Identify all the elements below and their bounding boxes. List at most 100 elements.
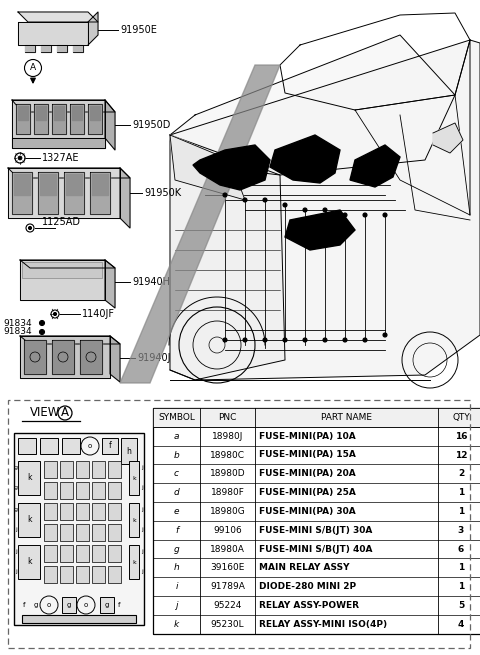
Polygon shape xyxy=(18,12,98,22)
Text: 1327AE: 1327AE xyxy=(42,153,80,163)
Text: FUSE-MINI(PA) 15A: FUSE-MINI(PA) 15A xyxy=(259,451,356,460)
Circle shape xyxy=(263,198,267,202)
Text: VIEW: VIEW xyxy=(30,407,60,419)
Text: 91950D: 91950D xyxy=(132,120,170,130)
Text: g: g xyxy=(14,506,18,512)
Bar xyxy=(76,545,89,562)
Circle shape xyxy=(223,338,227,342)
Bar xyxy=(76,482,89,499)
Circle shape xyxy=(283,338,287,342)
Bar xyxy=(108,482,121,499)
Bar xyxy=(44,545,57,562)
Bar xyxy=(44,524,57,541)
Bar xyxy=(108,503,121,520)
Polygon shape xyxy=(193,145,270,190)
Polygon shape xyxy=(34,104,48,134)
Bar xyxy=(60,461,73,478)
Bar xyxy=(108,566,121,583)
Text: 3: 3 xyxy=(458,526,464,534)
Bar xyxy=(76,524,89,541)
Text: j: j xyxy=(141,569,143,574)
Bar xyxy=(44,482,57,499)
Text: g: g xyxy=(14,464,18,470)
Polygon shape xyxy=(105,100,115,150)
Text: 95224: 95224 xyxy=(213,601,242,610)
Polygon shape xyxy=(433,123,463,153)
Text: j: j xyxy=(141,506,143,512)
Bar xyxy=(40,438,58,454)
Polygon shape xyxy=(350,145,400,187)
Polygon shape xyxy=(88,12,98,45)
Text: o: o xyxy=(88,443,92,449)
Bar xyxy=(76,566,89,583)
Polygon shape xyxy=(70,104,84,134)
Text: FUSE-MINI(PA) 10A: FUSE-MINI(PA) 10A xyxy=(259,432,356,441)
Polygon shape xyxy=(20,260,105,300)
Text: FUSE-MINI(PA) 25A: FUSE-MINI(PA) 25A xyxy=(259,488,356,497)
Text: MAIN RELAY ASSY: MAIN RELAY ASSY xyxy=(259,563,349,572)
Text: 18980A: 18980A xyxy=(210,544,245,553)
Polygon shape xyxy=(285,210,355,250)
Circle shape xyxy=(343,338,347,342)
Text: j: j xyxy=(15,569,17,574)
Text: 1: 1 xyxy=(458,563,464,572)
Text: 5: 5 xyxy=(458,601,464,610)
Polygon shape xyxy=(52,340,74,374)
Text: A: A xyxy=(30,64,36,73)
Text: 18980J: 18980J xyxy=(212,432,243,441)
Polygon shape xyxy=(52,104,66,134)
Polygon shape xyxy=(105,260,115,308)
Bar xyxy=(22,615,136,623)
Polygon shape xyxy=(270,135,340,183)
Text: FUSE-MINI S/B(JT) 30A: FUSE-MINI S/B(JT) 30A xyxy=(259,526,372,534)
Polygon shape xyxy=(80,340,102,374)
Bar xyxy=(92,503,105,520)
Bar xyxy=(8,400,470,648)
Polygon shape xyxy=(170,135,285,380)
Text: 18980C: 18980C xyxy=(210,451,245,460)
Text: k: k xyxy=(27,515,31,525)
Text: k: k xyxy=(27,557,31,567)
Circle shape xyxy=(243,338,247,342)
Polygon shape xyxy=(20,336,120,344)
Text: 39160E: 39160E xyxy=(210,563,245,572)
Text: QTY: QTY xyxy=(452,413,470,422)
Polygon shape xyxy=(110,336,120,382)
Bar xyxy=(60,482,73,499)
Text: RELAY ASSY-MINI ISO(4P): RELAY ASSY-MINI ISO(4P) xyxy=(259,620,387,629)
Circle shape xyxy=(53,312,57,316)
Bar xyxy=(108,461,121,478)
Bar xyxy=(60,524,73,541)
Text: f: f xyxy=(23,602,25,608)
Polygon shape xyxy=(66,174,82,195)
Circle shape xyxy=(39,320,45,326)
Bar xyxy=(76,461,89,478)
Circle shape xyxy=(303,208,307,212)
Polygon shape xyxy=(25,45,35,52)
Text: 1: 1 xyxy=(458,582,464,591)
Circle shape xyxy=(363,338,367,342)
Bar xyxy=(62,597,76,613)
Circle shape xyxy=(323,338,327,342)
Bar xyxy=(153,408,480,427)
Text: a: a xyxy=(174,432,179,441)
Text: h: h xyxy=(127,447,132,455)
Circle shape xyxy=(323,208,327,212)
Text: k: k xyxy=(132,476,136,481)
Text: 16: 16 xyxy=(455,432,467,441)
Text: DIODE-280 MINI 2P: DIODE-280 MINI 2P xyxy=(259,582,356,591)
Text: i: i xyxy=(175,582,178,591)
Bar xyxy=(18,438,36,454)
Text: b: b xyxy=(174,451,180,460)
Polygon shape xyxy=(12,100,115,112)
Polygon shape xyxy=(88,104,102,134)
Polygon shape xyxy=(170,40,480,380)
Text: j: j xyxy=(141,464,143,470)
Polygon shape xyxy=(16,104,30,134)
Circle shape xyxy=(223,193,227,197)
Bar xyxy=(102,438,118,454)
Bar xyxy=(121,438,137,464)
Text: RELAY ASSY-POWER: RELAY ASSY-POWER xyxy=(259,601,359,610)
Text: FUSE-MINI(PA) 20A: FUSE-MINI(PA) 20A xyxy=(259,469,356,478)
Polygon shape xyxy=(20,336,110,378)
